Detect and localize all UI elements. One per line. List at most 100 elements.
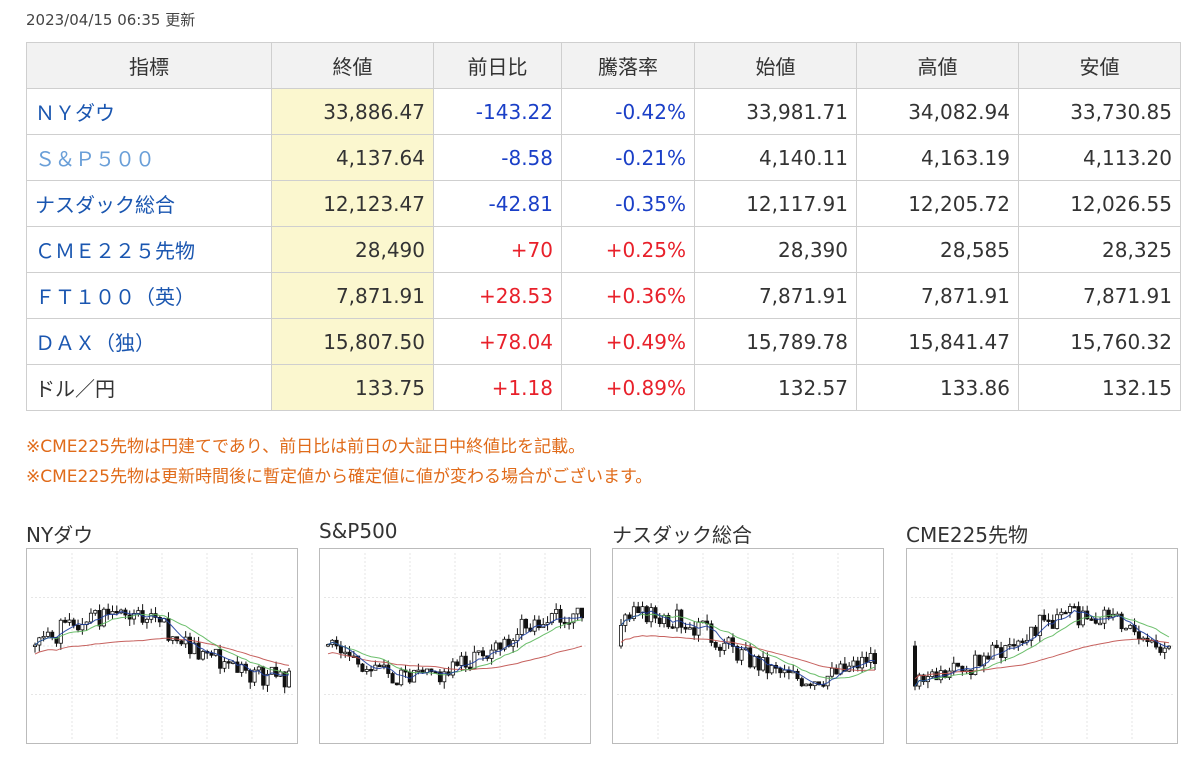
candle-body [986,655,991,660]
candle-body [726,637,731,644]
short-ma-line [34,611,290,677]
candle-body [524,618,529,629]
candle-body [76,625,81,631]
table-row: ＦＴ１００（英） 7,871.91 +28.53 +0.36% 7,871.91… [26,272,1181,319]
chart-nydow[interactable] [26,548,298,744]
row-name-link[interactable]: ＣＭＥ２２５先物 [26,226,272,273]
candle-body [1106,609,1111,618]
table-row: Ｓ＆Ｐ５００ 4,137.64 -8.58 -0.21% 4,140.11 4,… [26,134,1181,181]
candle-body [981,655,986,667]
candle-body [399,669,404,686]
table-row: ドル／円 133.75 +1.18 +0.89% 132.57 133.86 1… [26,364,1181,411]
cell-low: 132.15 [1018,364,1181,411]
candle-body [369,669,374,672]
candle-body [748,647,753,668]
chart-nasdaq[interactable] [612,548,884,744]
candle-body [799,678,804,687]
candle-body [1098,622,1103,626]
candle-body [1063,611,1068,615]
candle-body [248,669,253,683]
candle-body [1089,618,1094,621]
candle-body [549,613,554,624]
table-row: ナスダック総合 12,123.47 -42.81 -0.35% 12,117.9… [26,180,1181,227]
candle-body [498,642,503,650]
cell-open: 4,140.11 [694,134,857,181]
candle-body [468,666,473,670]
mid-ma-line [620,613,876,679]
candle-body [213,648,218,656]
row-name-link[interactable]: ＦＴ１００（英） [26,272,272,319]
candle-body [795,670,800,680]
candle-body [67,619,72,623]
candle-body [872,653,877,665]
cell-change: -42.81 [433,180,562,227]
candle-body [442,671,447,683]
candle-body [286,670,291,688]
cell-open: 33,981.71 [694,88,857,135]
candle-body [187,636,192,655]
header-high: 高値 [856,42,1019,89]
candle-body [416,669,421,672]
candle-body [50,631,55,638]
candle-body [1059,611,1064,616]
candle-body [459,655,464,666]
chart-sp500[interactable] [319,548,591,744]
candle-body [58,619,63,644]
candle-body [868,653,873,663]
candle-body [381,664,386,667]
candle-body [1033,626,1038,637]
candle-body [390,673,395,684]
cell-high: 28,585 [856,226,1019,273]
candle-body [864,656,869,663]
candle-body [106,608,111,615]
candle-body [1012,644,1017,647]
candle-body [222,661,227,669]
cell-open: 132.57 [694,364,857,411]
candle-body [157,616,162,623]
chart-grid [911,553,1173,739]
candle-body [1007,644,1012,647]
candle-body [41,635,46,639]
chart-grid [31,553,293,739]
candle-body [687,627,692,630]
cell-high: 133.86 [856,364,1019,411]
candle-body [153,613,158,618]
candle-body [973,654,978,675]
notes: ※CME225先物は円建てであり、前日比は前日の大証日中終値比を記載。 ※CME… [26,432,652,492]
row-name-link[interactable]: ナスダック総合 [26,180,272,227]
cell-close: 15,807.50 [271,318,434,365]
short-ma-line [914,609,1170,687]
cell-close: 33,886.47 [271,88,434,135]
candle-body [956,662,961,667]
candle-body [782,669,787,674]
candle-body [71,619,76,626]
row-name-link[interactable]: Ｓ＆Ｐ５００ [26,134,272,181]
row-name: ドル／円 [26,364,272,411]
candle-body [644,606,649,623]
candle-body [394,682,399,686]
candlestick-chart-sp500 [324,553,586,739]
long-ma-line [620,635,876,672]
cell-change: -143.22 [433,88,562,135]
candle-body [1050,619,1055,629]
candle-body [1029,626,1034,641]
candle-body [683,626,688,630]
chart-cme225[interactable] [906,548,1178,744]
candle-body [532,619,537,632]
row-name-link[interactable]: ＤＡＸ（独） [26,318,272,365]
cell-open: 15,789.78 [694,318,857,365]
candle-body [829,667,834,677]
candle-body [200,651,205,660]
row-name-link[interactable]: ＮＹダウ [26,88,272,135]
cell-close: 12,123.47 [271,180,434,227]
cell-open: 7,871.91 [694,272,857,319]
cell-low: 28,325 [1018,226,1181,273]
cell-rate: -0.21% [561,134,695,181]
chart-title-nydow: NYダウ [26,523,94,547]
table-row: ＤＡＸ（独） 15,807.50 +78.04 +0.49% 15,789.78… [26,318,1181,365]
candle-body [1042,614,1047,621]
cell-low: 4,113.20 [1018,134,1181,181]
candle-body [1166,645,1171,649]
note-cme-yen: ※CME225先物は円建てであり、前日比は前日の大証日中終値比を記載。 [26,437,586,457]
candle-body [778,667,783,674]
